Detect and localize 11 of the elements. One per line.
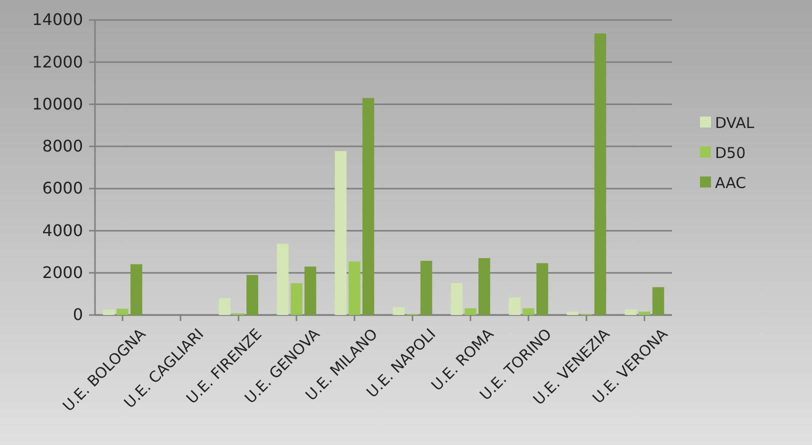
y-tick-label: 10000 [32, 94, 83, 114]
legend-label: D50 [715, 144, 746, 162]
y-tick-label: 12000 [32, 52, 83, 72]
y-tick-label: 2000 [42, 262, 83, 282]
y-tick-label: 4000 [42, 220, 83, 240]
y-tick-label: 0 [72, 305, 83, 324]
y-tick-label: 6000 [42, 178, 83, 198]
legend-label: DVAL [715, 114, 755, 132]
y-tick-label: 14000 [32, 10, 83, 30]
legend-label: AAC [715, 174, 746, 192]
y-tick-label: 8000 [42, 136, 83, 156]
